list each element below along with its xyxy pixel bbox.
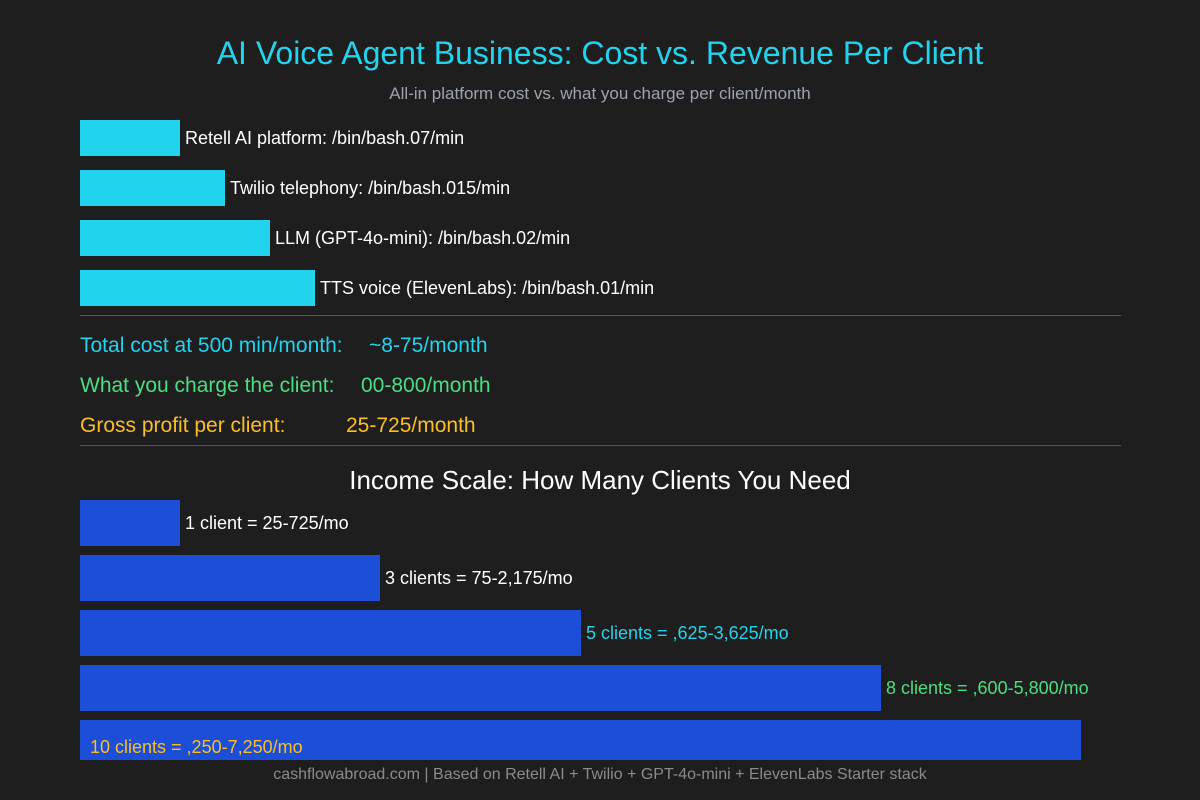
total-cost-label: Total cost at 500 min/month:	[80, 334, 343, 357]
income-bar-4	[80, 720, 1081, 760]
cost-bar-0	[80, 120, 180, 156]
income-scale-title: Income Scale: How Many Clients You Need	[349, 465, 851, 495]
profit-label: Gross profit per client:	[80, 414, 286, 437]
cost-bar-label-0: Retell AI platform: /bin/bash.07/min	[185, 128, 465, 148]
income-bar-2	[80, 610, 581, 656]
cost-bar-3	[80, 270, 315, 306]
income-bar-label-2: 5 clients = ,625-3,625/mo	[586, 623, 789, 643]
cost-bar-2	[80, 220, 270, 256]
charge-label: What you charge the client:	[80, 374, 335, 397]
total-cost-value: ~8-75/month	[369, 334, 488, 357]
income-bar-0	[80, 500, 180, 546]
income-bar-label-1: 3 clients = 75-2,175/mo	[385, 568, 573, 588]
cost-bar-label-1: Twilio telephony: /bin/bash.015/min	[230, 178, 511, 198]
charge-value: 00-800/month	[361, 374, 491, 397]
income-bar-1	[80, 555, 380, 601]
cost-bar-1	[80, 170, 225, 206]
income-bar-label-4: 10 clients = ,250-7,250/mo	[90, 737, 303, 757]
chart-title: AI Voice Agent Business: Cost vs. Revenu…	[216, 35, 984, 71]
income-bar-3	[80, 665, 881, 711]
divider-bottom	[80, 445, 1121, 446]
footer-source: cashflowabroad.com | Based on Retell AI …	[273, 766, 927, 783]
cost-bar-label-2: LLM (GPT-4o-mini): /bin/bash.02/min	[275, 228, 571, 248]
cost-bar-label-3: TTS voice (ElevenLabs): /bin/bash.01/min	[320, 278, 655, 298]
income-bar-label-0: 1 client = 25-725/mo	[185, 513, 349, 533]
income-bar-label-3: 8 clients = ,600-5,800/mo	[886, 678, 1089, 698]
divider-top	[80, 315, 1121, 316]
chart-subtitle: All-in platform cost vs. what you charge…	[389, 84, 811, 103]
profit-value: 25-725/month	[346, 414, 476, 437]
